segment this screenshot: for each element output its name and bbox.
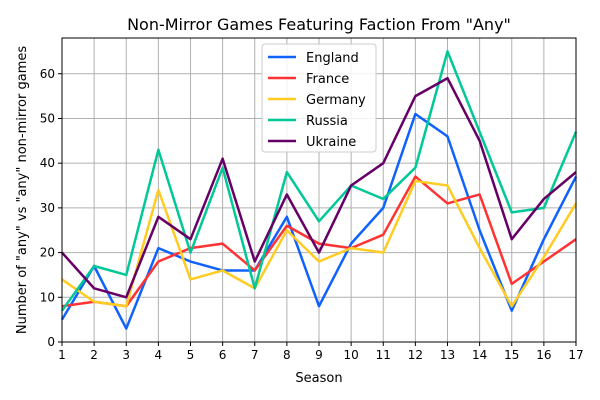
x-tick-label: 8 <box>283 348 291 362</box>
y-tick-label: 30 <box>40 201 55 215</box>
y-tick-label: 60 <box>40 67 55 81</box>
x-tick-label: 5 <box>187 348 195 362</box>
legend-box <box>261 43 377 153</box>
x-tick-label: 9 <box>315 348 323 362</box>
series-line-germany <box>61 179 578 308</box>
y-axis-ticks: 0 10 20 30 40 50 60 <box>40 67 62 349</box>
series-line-france <box>61 175 577 308</box>
x-axis-label: Season <box>295 371 342 386</box>
series-line-russia <box>60 50 578 312</box>
x-axis-ticks: 1 2 3 4 5 6 7 8 9 10 11 12 13 14 15 16 17 <box>58 342 584 362</box>
y-tick-label: 0 <box>47 335 55 349</box>
y-tick-label: 40 <box>40 156 55 170</box>
series-line-ukraine <box>61 76 577 299</box>
y-tick-label: 10 <box>40 290 55 304</box>
x-tick-label: 2 <box>90 348 98 362</box>
legend-label: Germany <box>306 93 366 108</box>
y-tick-label: 20 <box>40 246 55 260</box>
x-tick-label: 12 <box>408 348 423 362</box>
x-tick-label: 6 <box>219 348 227 362</box>
y-axis-label: Number of "any" vs "any" non-mirror game… <box>15 46 30 334</box>
x-tick-label: 13 <box>440 348 455 362</box>
x-tick-label: 15 <box>504 348 519 362</box>
y-tick-label: 50 <box>40 111 55 125</box>
legend-label: France <box>306 72 349 87</box>
x-tick-label: 1 <box>58 348 66 362</box>
legend: England France Germany Russia Ukraine <box>261 43 377 153</box>
x-tick-label: 11 <box>376 348 391 362</box>
x-tick-label: 16 <box>536 348 551 362</box>
x-tick-label: 7 <box>251 348 259 362</box>
x-tick-label: 3 <box>122 348 130 362</box>
x-tick-label: 4 <box>155 348 163 362</box>
x-tick-label: 17 <box>568 348 583 362</box>
x-tick-label: 10 <box>343 348 358 362</box>
legend-label: Ukraine <box>306 135 356 150</box>
x-tick-label: 14 <box>472 348 487 362</box>
series-lines <box>60 50 578 330</box>
legend-label: England <box>306 51 359 66</box>
legend-label: Russia <box>306 114 348 129</box>
chart-title: Non-Mirror Games Featuring Faction From … <box>127 15 511 34</box>
